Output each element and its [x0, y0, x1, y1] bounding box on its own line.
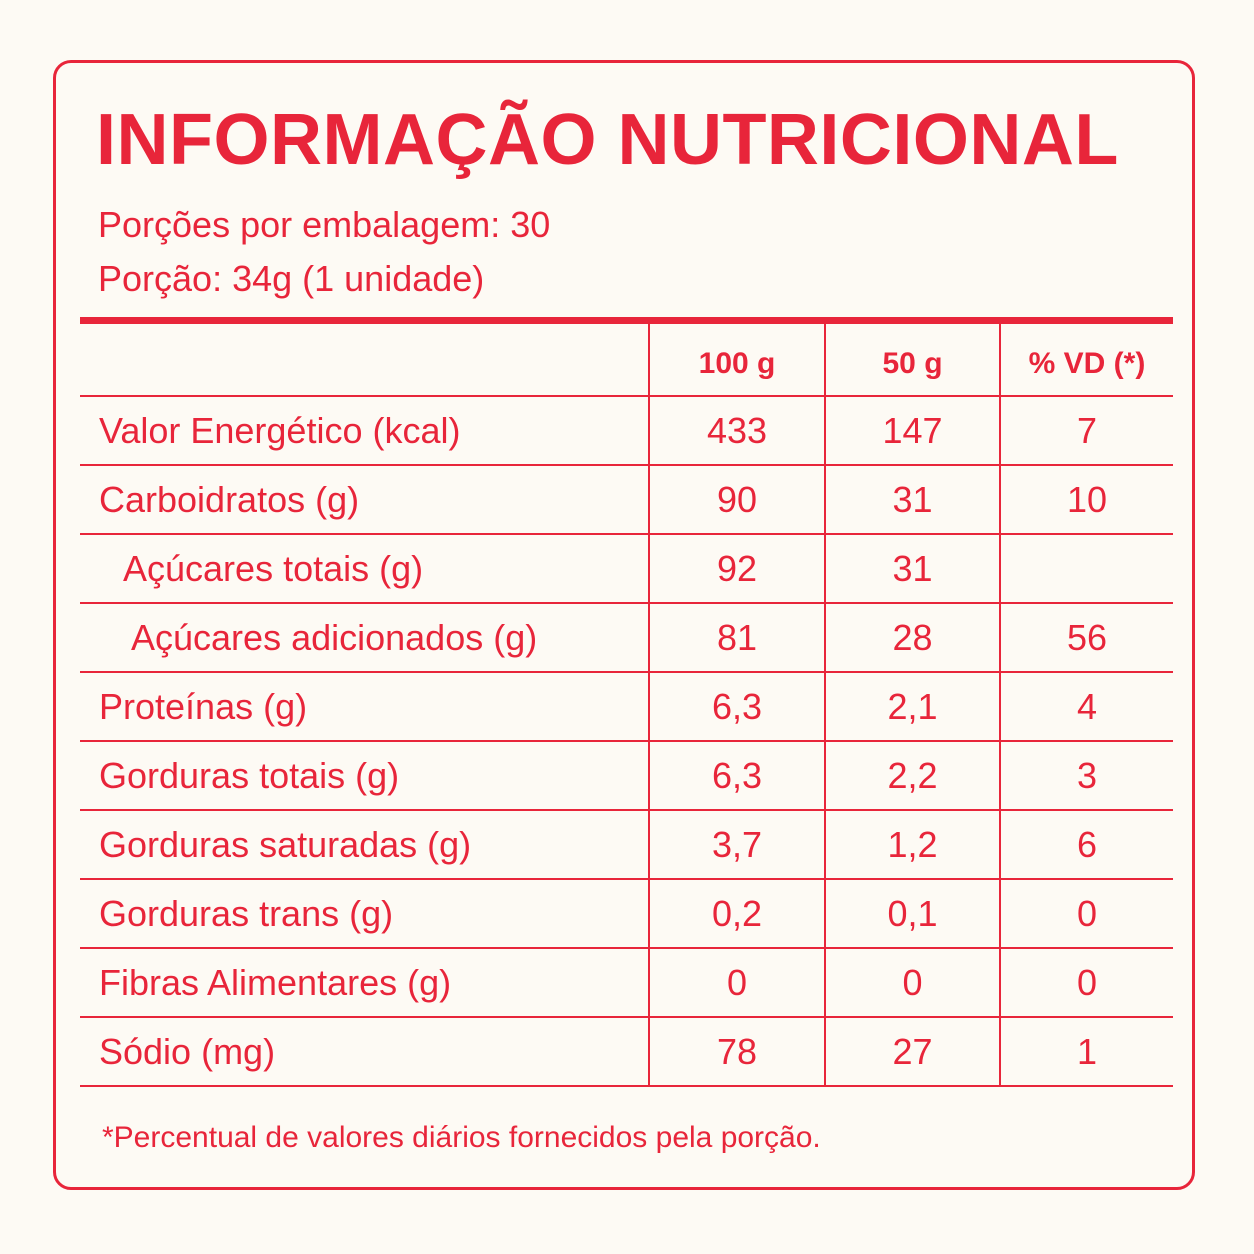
value-100g: 92 — [648, 534, 825, 604]
value-100g: 78 — [648, 1017, 825, 1087]
value-daily-percent: 56 — [999, 603, 1173, 673]
value-daily-percent: 1 — [999, 1017, 1173, 1087]
table-row: Valor Energético (kcal) 433 147 7 — [80, 396, 1173, 466]
value-daily-percent — [999, 534, 1173, 604]
nutrition-table: 100 g 50 g % VD (*) Valor Energético (kc… — [80, 324, 1173, 1087]
value-50g: 27 — [824, 1017, 1000, 1087]
nutrition-label-frame — [53, 60, 1195, 1190]
serving-size: Porção: 34g (1 unidade) — [98, 258, 485, 299]
value-50g: 31 — [824, 465, 1000, 535]
value-100g: 3,7 — [648, 810, 825, 880]
value-50g: 2,2 — [824, 741, 1000, 811]
servings-per-package: Porções por embalagem: 30 — [98, 204, 551, 245]
nutrient-name: Gorduras saturadas (g) — [80, 810, 649, 880]
table-row: Gorduras trans (g) 0,2 0,1 0 — [80, 879, 1173, 949]
nutrient-name: Valor Energético (kcal) — [80, 396, 649, 466]
header-nutrient — [80, 324, 649, 397]
header-50g: 50 g — [824, 324, 1000, 397]
nutrient-name: Açúcares totais (g) — [80, 534, 649, 604]
value-50g: 28 — [824, 603, 1000, 673]
nutrient-name: Fibras Alimentares (g) — [80, 948, 649, 1018]
footnote: *Percentual de valores diários fornecido… — [102, 1121, 821, 1154]
value-100g: 6,3 — [648, 741, 825, 811]
nutrient-name: Gorduras totais (g) — [80, 741, 649, 811]
value-50g: 147 — [824, 396, 1000, 466]
value-daily-percent: 7 — [999, 396, 1173, 466]
value-50g: 31 — [824, 534, 1000, 604]
table-row: Carboidratos (g) 90 31 10 — [80, 465, 1173, 535]
nutrient-name: Gorduras trans (g) — [80, 879, 649, 949]
header-divider — [80, 317, 1173, 324]
value-daily-percent: 0 — [999, 879, 1173, 949]
value-50g: 1,2 — [824, 810, 1000, 880]
nutrient-name: Sódio (mg) — [80, 1017, 649, 1087]
nutrient-name: Carboidratos (g) — [80, 465, 649, 535]
nutrition-table-header: 100 g 50 g % VD (*) — [80, 324, 1173, 397]
nutrient-name: Proteínas (g) — [80, 672, 649, 742]
value-50g: 0,1 — [824, 879, 1000, 949]
value-daily-percent: 0 — [999, 948, 1173, 1018]
nutrition-table-body: Valor Energético (kcal) 433 147 7 Carboidrat… — [80, 396, 1173, 1087]
value-100g: 433 — [648, 396, 825, 466]
header-row: 100 g 50 g % VD (*) — [80, 324, 1173, 397]
header-100g: 100 g — [648, 324, 825, 397]
header-daily-value: % VD (*) — [999, 324, 1173, 397]
value-100g: 6,3 — [648, 672, 825, 742]
table-row: Fibras Alimentares (g) 0 0 0 — [80, 948, 1173, 1018]
value-50g: 2,1 — [824, 672, 1000, 742]
value-daily-percent: 6 — [999, 810, 1173, 880]
value-100g: 90 — [648, 465, 825, 535]
value-daily-percent: 3 — [999, 741, 1173, 811]
table-row: Sódio (mg) 78 27 1 — [80, 1017, 1173, 1087]
label-title: INFORMAÇÃO NUTRICIONAL — [96, 100, 1119, 180]
value-100g: 0 — [648, 948, 825, 1018]
table-row: Açúcares totais (g) 92 31 — [80, 534, 1173, 604]
value-100g: 0,2 — [648, 879, 825, 949]
value-daily-percent: 4 — [999, 672, 1173, 742]
nutrient-name: Açúcares adicionados (g) — [80, 603, 649, 673]
value-100g: 81 — [648, 603, 825, 673]
table-row: Açúcares adicionados (g) 81 28 56 — [80, 603, 1173, 673]
value-daily-percent: 10 — [999, 465, 1173, 535]
table-row: Proteínas (g) 6,3 2,1 4 — [80, 672, 1173, 742]
value-50g: 0 — [824, 948, 1000, 1018]
table-row: Gorduras totais (g) 6,3 2,2 3 — [80, 741, 1173, 811]
table-row: Gorduras saturadas (g) 3,7 1,2 6 — [80, 810, 1173, 880]
